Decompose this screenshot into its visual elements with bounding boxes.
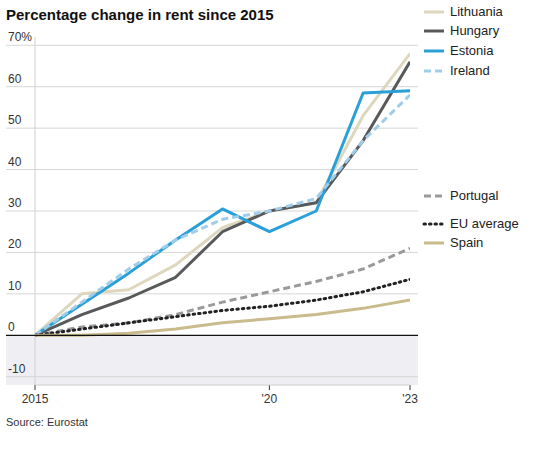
legend-label: Ireland bbox=[450, 63, 490, 78]
legend-label: Lithuania bbox=[450, 4, 504, 19]
x-tick bbox=[410, 385, 411, 390]
zero-line bbox=[6, 335, 418, 336]
y-tick-label: 60 bbox=[8, 72, 22, 86]
chart: Percentage change in rent since 2015 -10 0… bbox=[0, 0, 556, 449]
y-tick-label: 10 bbox=[8, 279, 22, 293]
legend-label: EU average bbox=[450, 216, 519, 231]
x-axis-line bbox=[35, 385, 410, 386]
legend-swatch bbox=[424, 70, 444, 73]
grid-line bbox=[6, 376, 418, 377]
plot-area bbox=[35, 54, 410, 336]
grid-line bbox=[6, 169, 418, 170]
legend-swatch bbox=[424, 195, 444, 198]
source: Source: Eurostat bbox=[6, 416, 88, 428]
grid-line bbox=[6, 45, 418, 46]
x-tick-label: '20 bbox=[262, 392, 278, 406]
x-tick-label: '23 bbox=[402, 392, 418, 406]
series-line bbox=[35, 62, 410, 335]
y-tick-label: -10 bbox=[8, 362, 26, 376]
series-line bbox=[35, 248, 410, 335]
legend-swatch bbox=[424, 242, 444, 245]
grid-line bbox=[6, 86, 418, 87]
legend-swatch bbox=[424, 223, 444, 226]
grid-line bbox=[6, 211, 418, 212]
series-line bbox=[35, 95, 410, 335]
series-line bbox=[35, 279, 410, 335]
x-tick-label: 2015 bbox=[22, 392, 49, 406]
y-tick-label: 30 bbox=[8, 196, 22, 210]
grid-line bbox=[6, 252, 418, 253]
y-tick-label: 0 bbox=[8, 320, 15, 334]
legend-label: Hungary bbox=[450, 23, 500, 38]
y-tick-label: 20 bbox=[8, 237, 22, 251]
x-tick bbox=[35, 385, 36, 390]
x-tick bbox=[269, 385, 270, 390]
legend-swatch bbox=[424, 11, 444, 14]
series-line bbox=[35, 300, 410, 335]
legend-label: Spain bbox=[450, 235, 483, 250]
series-line bbox=[35, 91, 410, 335]
title: Percentage change in rent since 2015 bbox=[6, 6, 274, 23]
legend-swatch bbox=[424, 50, 444, 53]
y-tick-label: 50 bbox=[8, 113, 22, 127]
y-tick-label: 40 bbox=[8, 155, 22, 169]
y-tick-label: 70% bbox=[8, 30, 32, 44]
legend-label: Estonia bbox=[450, 43, 494, 58]
legend-label: Portugal bbox=[450, 188, 499, 203]
series-line bbox=[35, 54, 410, 336]
negative-band bbox=[6, 335, 418, 385]
legend-swatch bbox=[424, 30, 444, 33]
